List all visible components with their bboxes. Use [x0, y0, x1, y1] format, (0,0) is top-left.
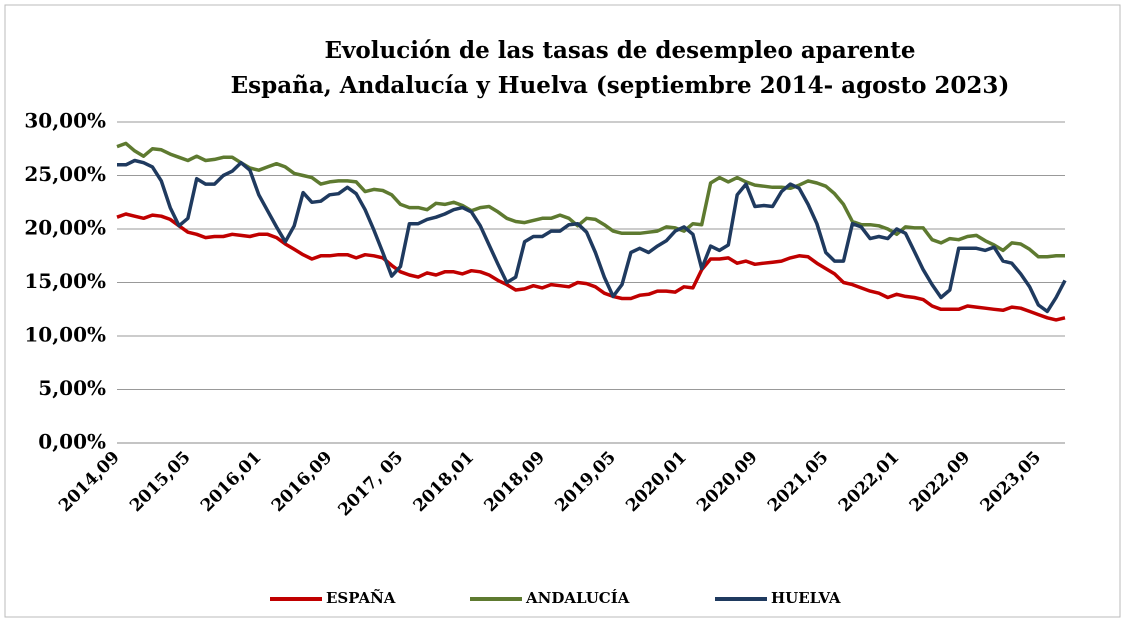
y-tick-label: 15,00% [24, 269, 106, 293]
x-tick-label: 2021,05 [764, 448, 833, 517]
series-line [116, 141, 1065, 259]
legend-label: ESPAÑA [326, 588, 396, 607]
x-tick-label: 2017, 05 [335, 448, 408, 521]
x-tick-label: 2020,01 [622, 448, 691, 517]
y-tick-label: 0,00% [38, 430, 106, 454]
x-tick-label: 2020,09 [693, 448, 762, 517]
x-tick-label: 2019,05 [551, 448, 620, 517]
x-tick-label: 2018,01 [410, 448, 479, 517]
x-tick-label: 2022,01 [835, 448, 904, 517]
x-tick-label: 2016,09 [268, 448, 337, 517]
legend-label: ANDALUCÍA [525, 589, 630, 607]
y-tick-label: 20,00% [24, 216, 106, 240]
x-tick-label: 2018,09 [480, 448, 549, 517]
x-tick-label: 2014,09 [55, 448, 124, 517]
series-line [117, 158, 1067, 314]
series-line [116, 212, 1066, 322]
chart-subtitle: España, Andalucía y Huelva (septiembre 2… [231, 72, 1010, 99]
chart-title: Evolución de las tasas de desempleo apar… [325, 37, 916, 64]
x-tick-label: 2022,09 [906, 448, 975, 517]
chart-frame [4, 4, 1121, 618]
y-tick-label: 25,00% [24, 162, 106, 186]
y-tick-label: 10,00% [24, 323, 106, 347]
x-tick-label: 2023,05 [977, 448, 1046, 517]
y-tick-label: 30,00% [24, 109, 106, 133]
x-tick-label: 2016,01 [197, 448, 266, 517]
x-tick-label: 2015,05 [126, 448, 195, 517]
y-tick-label: 5,00% [38, 376, 106, 400]
legend-label: HUELVA [771, 589, 841, 607]
